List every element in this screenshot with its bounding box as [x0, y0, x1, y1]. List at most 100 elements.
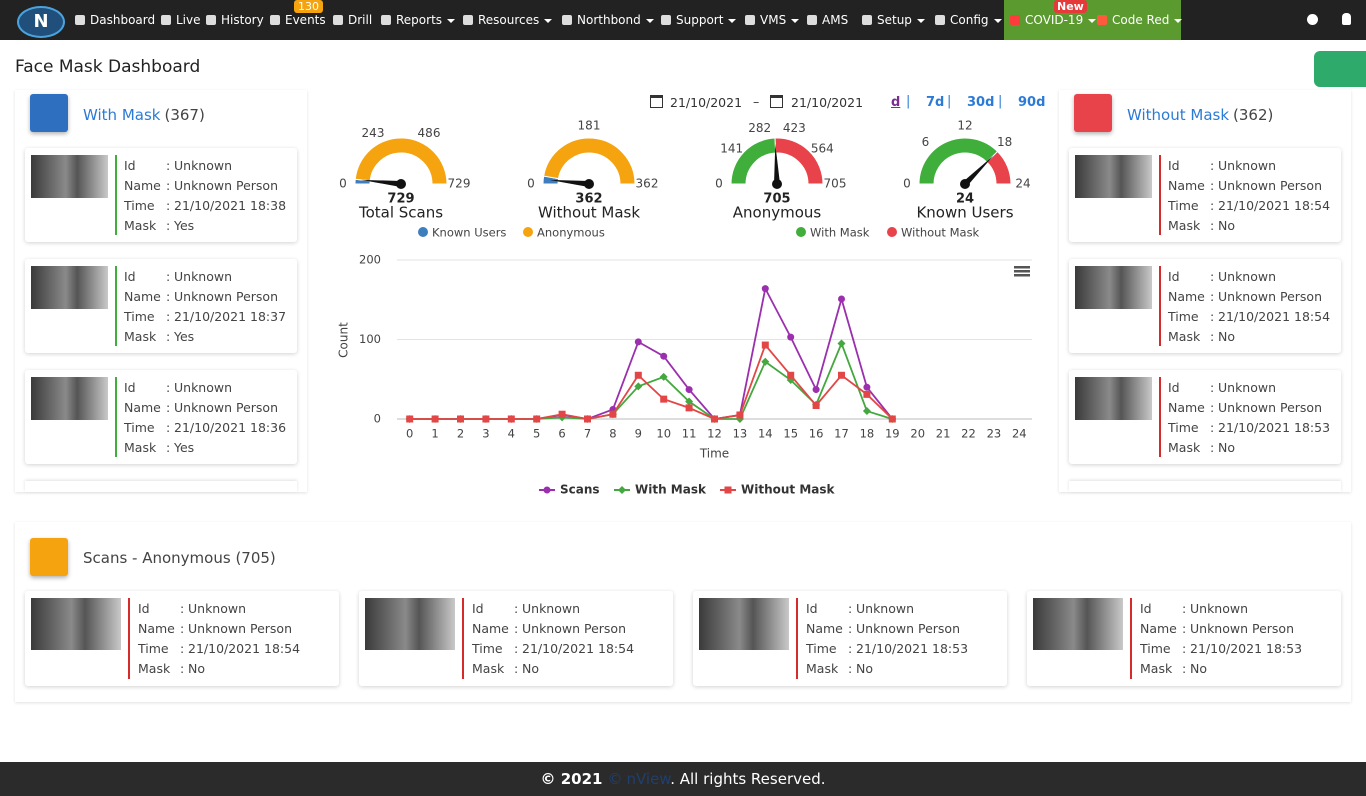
nav-item[interactable]: Config [935, 12, 1002, 28]
series-line [409, 285, 894, 420]
period-link[interactable]: d [891, 95, 901, 110]
gauge-tick-label: 243 [362, 126, 385, 140]
field-label: Time [124, 420, 155, 435]
nav-item[interactable]: Live [161, 12, 201, 28]
nav-item[interactable]: Northbond [562, 12, 654, 28]
period-link[interactable]: 30d [967, 95, 995, 110]
field-label: Id [1168, 158, 1180, 173]
legend-dot [523, 227, 533, 237]
panel-icon [1074, 94, 1112, 132]
field-label: Id [124, 269, 136, 284]
x-tick-label: 21 [936, 427, 951, 441]
nav-item[interactable]: Support [661, 12, 737, 28]
footer: © 2021 © nView. All rights Reserved. [0, 762, 1366, 796]
point [888, 415, 896, 423]
logo[interactable]: N [17, 6, 65, 38]
point [685, 386, 693, 394]
nav-label: Code Red [1112, 13, 1170, 27]
point [634, 338, 642, 346]
field-separator: : [848, 621, 853, 636]
legend-label: With Mask [810, 226, 870, 240]
gauge-tick-label: 18 [997, 135, 1012, 149]
x-tick-label: 14 [758, 427, 773, 441]
y-tick-label: 0 [374, 412, 381, 426]
field-separator: : [1210, 269, 1215, 284]
panel-title-link[interactable]: With Mask [83, 106, 161, 124]
gauge-band [730, 137, 777, 185]
nav-label: Live [176, 13, 201, 27]
point [787, 333, 795, 341]
gauge-value: 705 [763, 192, 790, 207]
period-link[interactable]: 90d [1018, 95, 1046, 110]
field-label: Id [472, 601, 484, 616]
date-from[interactable]: 21/10/2021 [670, 95, 743, 110]
nav-item[interactable]: History [206, 12, 264, 28]
chart-menu-icon [1014, 274, 1030, 277]
field-separator: : [1210, 198, 1215, 213]
period-link[interactable]: 7d [926, 95, 945, 110]
nav-label: Dashboard [90, 13, 156, 27]
point [660, 352, 668, 360]
nav-item[interactable]: Events [270, 12, 326, 28]
card-partial [25, 481, 297, 492]
y-tick-label: 100 [359, 332, 381, 346]
field-separator: : [1182, 621, 1187, 636]
panel-title-link[interactable]: Without Mask [1127, 106, 1230, 124]
user-icon[interactable] [1342, 13, 1351, 25]
field-separator: : [1210, 289, 1215, 304]
gauge-value: 24 [956, 192, 974, 207]
field-label: Id [1168, 380, 1180, 395]
point [406, 415, 414, 423]
field-value: 21/10/2021 18:54 [188, 641, 301, 656]
card-partial [1069, 481, 1341, 492]
point [710, 415, 719, 423]
field-separator: : [166, 440, 171, 455]
field-value: Yes [174, 440, 195, 455]
point [786, 376, 795, 385]
nav-item[interactable]: COVID-19 [1010, 12, 1097, 28]
nav-item[interactable]: Resources [463, 12, 553, 28]
field-value: Unknown Person [188, 621, 293, 636]
nav-item[interactable]: VMS [745, 12, 800, 28]
status-bar [796, 598, 798, 679]
point [862, 407, 871, 416]
field-label: Id [1168, 269, 1180, 284]
point [711, 415, 718, 423]
field-separator: : [848, 661, 853, 676]
field-label: Name [472, 621, 509, 636]
field-label: Mask [806, 661, 839, 676]
panel-title: Scans - Anonymous (705) [83, 549, 276, 567]
field-value: No [188, 661, 205, 676]
record-card: Id: Unknown Name: Unknown Person Time:21/10/… [1069, 259, 1341, 353]
field-label: Time [1168, 198, 1199, 213]
nav-icon [745, 15, 755, 25]
side-button[interactable] [1314, 51, 1366, 87]
field-value: Unknown Person [1218, 289, 1323, 304]
info-icon[interactable] [1307, 14, 1318, 25]
snapshot [1075, 377, 1152, 420]
point [634, 371, 642, 379]
nav-item[interactable]: Dashboard [75, 12, 155, 28]
field-separator: : [1182, 661, 1187, 676]
nav-item[interactable]: Code Red [1097, 12, 1183, 28]
field-separator: : [1210, 158, 1215, 173]
nav-item[interactable]: Reports [381, 12, 456, 28]
point [761, 357, 770, 366]
point [685, 397, 694, 406]
gauge-needle [361, 179, 402, 187]
gauge-needle [774, 144, 780, 185]
status-bar [115, 377, 117, 457]
nav-icon [807, 15, 817, 25]
nav-item[interactable]: AMS [807, 12, 848, 28]
point [481, 415, 490, 423]
gauge-value: 362 [575, 192, 602, 207]
nav-item[interactable]: Drill [333, 12, 372, 28]
chart-menu-icon [1014, 266, 1030, 269]
nav-item[interactable]: Setup [862, 12, 925, 28]
y-axis-label: Count [337, 322, 351, 358]
field-separator: : [166, 309, 171, 324]
legend-dot [887, 227, 897, 237]
date-to[interactable]: 21/10/2021 [791, 95, 864, 110]
point [724, 486, 732, 494]
record-card: Id: Unknown Name: Unknown Person Time:21/10/… [25, 591, 339, 686]
